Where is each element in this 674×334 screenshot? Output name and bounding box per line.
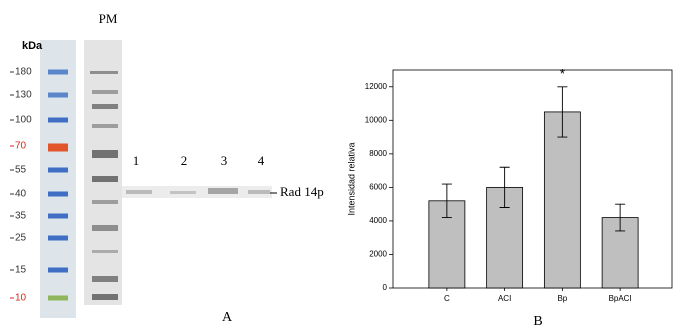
y-tick-label: 2000 — [369, 250, 387, 259]
band-label: Rad 14p — [280, 184, 324, 199]
marker-label: 130 — [15, 90, 32, 101]
ladder-band — [48, 118, 68, 123]
x-tick-label: ACI — [498, 294, 511, 303]
marker-label: 10 — [15, 293, 27, 304]
figure: kDa PM Rad 14p A Intensidad relativa B 1… — [0, 0, 674, 329]
bar — [544, 112, 580, 288]
ladder-band — [48, 144, 68, 152]
marker-label: 180 — [15, 67, 32, 78]
lane-label: 4 — [258, 153, 265, 168]
lane-label: 1 — [133, 153, 140, 168]
x-tick-label: Bp — [557, 294, 567, 303]
kda-label: kDa — [22, 40, 43, 52]
ladder-band — [48, 168, 68, 173]
lane-label: 2 — [181, 153, 188, 168]
y-tick-label: 10000 — [365, 115, 388, 124]
marker-label: 70 — [15, 141, 27, 152]
ladder-band — [48, 236, 68, 241]
ladder-lane — [40, 40, 76, 318]
y-axis-label: Intensidad relativa — [346, 142, 356, 215]
x-tick-label: C — [444, 294, 450, 303]
y-tick-label: 4000 — [369, 216, 387, 225]
ladder-band — [48, 214, 68, 219]
marker-label: 15 — [15, 265, 27, 276]
marker-label: 25 — [15, 233, 27, 244]
x-tick-label: BpACI — [609, 294, 632, 303]
y-tick-label: 0 — [383, 283, 388, 292]
panel-label: B — [533, 314, 542, 329]
y-tick-label: 8000 — [369, 149, 387, 158]
marker-label: 100 — [15, 115, 32, 126]
y-tick-label: 12000 — [365, 82, 388, 91]
ladder-band — [48, 192, 68, 197]
panel-label: A — [222, 310, 233, 325]
ladder-band — [48, 268, 68, 273]
marker-label: 40 — [15, 189, 27, 200]
pm-label: PM — [99, 11, 118, 26]
ladder-band — [48, 93, 68, 98]
marker-label: 35 — [15, 211, 27, 222]
marker-label: 55 — [15, 165, 27, 176]
lane-label: 3 — [221, 153, 228, 168]
annotation: * — [560, 66, 565, 81]
pm-lane — [84, 40, 122, 305]
y-tick-label: 6000 — [369, 182, 387, 191]
ladder-band — [48, 296, 68, 301]
ladder-band — [48, 70, 68, 75]
